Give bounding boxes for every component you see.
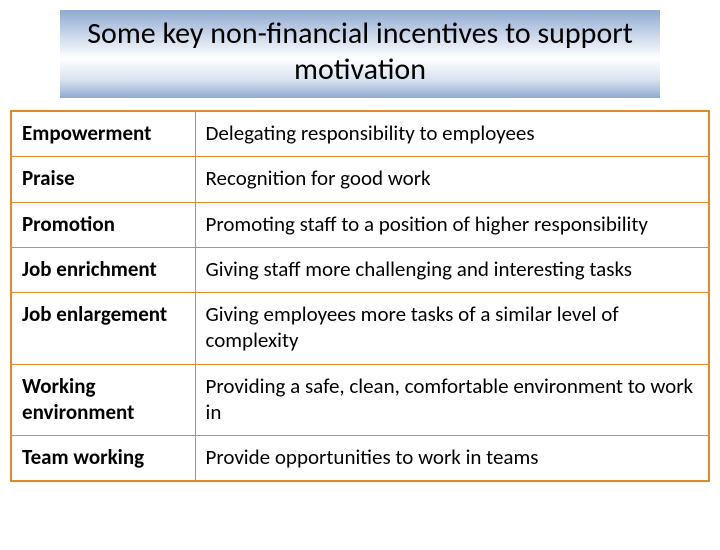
term-cell: Promotion — [11, 202, 195, 247]
table-row: Praise Recognition for good work — [11, 157, 709, 202]
table-row: Job enrichment Giving staff more challen… — [11, 247, 709, 292]
desc-cell: Providing a safe, clean, comfortable env… — [195, 364, 709, 436]
table-row: Working environment Providing a safe, cl… — [11, 364, 709, 436]
table-row: Promotion Promoting staff to a position … — [11, 202, 709, 247]
desc-cell: Promoting staff to a position of higher … — [195, 202, 709, 247]
term-cell: Job enrichment — [11, 247, 195, 292]
table-row: Job enlargement Giving employees more ta… — [11, 293, 709, 365]
desc-cell: Recognition for good work — [195, 157, 709, 202]
term-cell: Team working — [11, 436, 195, 482]
desc-cell: Delegating responsibility to employees — [195, 111, 709, 157]
desc-cell: Giving employees more tasks of a similar… — [195, 293, 709, 365]
page-title: Some key non-financial incentives to sup… — [60, 10, 660, 98]
term-cell: Praise — [11, 157, 195, 202]
term-cell: Empowerment — [11, 111, 195, 157]
term-cell: Working environment — [11, 364, 195, 436]
incentives-table: Empowerment Delegating responsibility to… — [10, 110, 710, 482]
table-row: Empowerment Delegating responsibility to… — [11, 111, 709, 157]
term-cell: Job enlargement — [11, 293, 195, 365]
table-row: Team working Provide opportunities to wo… — [11, 436, 709, 482]
desc-cell: Giving staff more challenging and intere… — [195, 247, 709, 292]
desc-cell: Provide opportunities to work in teams — [195, 436, 709, 482]
